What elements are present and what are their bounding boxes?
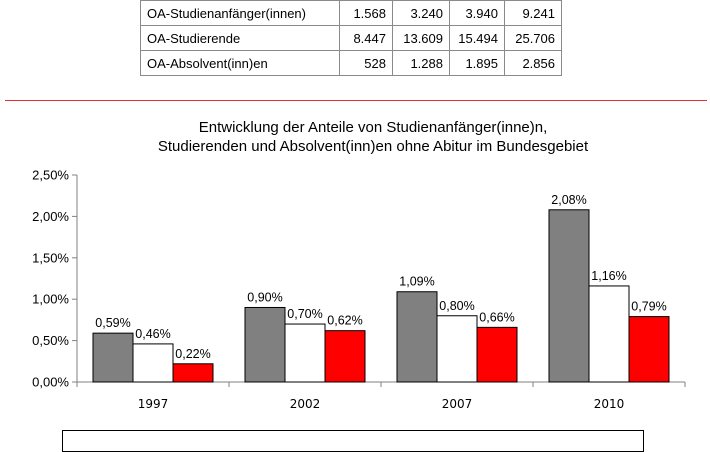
x-tick-label: 1997 (138, 397, 169, 411)
data-label: 1,16% (591, 269, 626, 283)
x-tick-label: 2007 (442, 397, 473, 411)
bar (92, 332, 134, 383)
table-cell: 528 (339, 50, 393, 76)
bar (172, 363, 214, 383)
bar (284, 323, 326, 383)
y-tick-label: 0,00% (32, 375, 69, 390)
bar (396, 291, 438, 383)
data-label: 0,66% (479, 310, 514, 324)
data-label: 0,46% (135, 327, 170, 341)
data-label: 0,59% (95, 316, 130, 330)
table-row: OA-Studierende 8.447 13.609 15.494 25.70… (140, 25, 562, 51)
bar (244, 306, 286, 383)
bar (628, 316, 670, 383)
data-label: 0,22% (175, 347, 210, 361)
table-row: OA-Absolvent(inn)en 528 1.288 1.895 2.85… (140, 50, 562, 76)
stats-table: OA-Studienanfänger(innen) 1.568 3.240 3.… (140, 0, 562, 76)
table-cell: 1.568 (339, 0, 393, 26)
bar (476, 326, 518, 383)
table-cell: 15.494 (449, 25, 505, 51)
y-tick-label: 0,50% (32, 333, 69, 348)
chart-subtitle: Studierenden und Absolvent(inn)en ohne A… (158, 138, 589, 155)
data-label: 0,79% (631, 300, 666, 314)
table-cell-label: OA-Studierende (140, 25, 340, 51)
data-label: 0,70% (287, 307, 322, 321)
bar (588, 285, 630, 383)
data-label: 0,80% (439, 299, 474, 313)
table-row: OA-Studienanfänger(innen) 1.568 3.240 3.… (140, 0, 562, 26)
table-cell: 13.609 (392, 25, 450, 51)
table-cell: 8.447 (339, 25, 393, 51)
data-label: 0,90% (247, 290, 282, 304)
bar (132, 343, 174, 383)
bar-chart: Entwicklung der Anteile von Studienanfän… (32, 119, 686, 411)
table-cell: 3.940 (449, 0, 505, 26)
chart-title: Entwicklung der Anteile von Studienanfän… (199, 119, 548, 136)
x-tick-label: 2010 (594, 397, 625, 411)
table-cell: 25.706 (504, 25, 562, 51)
data-label: 2,08% (551, 193, 586, 207)
table-cell: 9.241 (504, 0, 562, 26)
table-cell: 1.895 (449, 50, 505, 76)
x-tick-label: 2002 (290, 397, 321, 411)
y-tick-label: 1,50% (32, 250, 69, 265)
y-tick-label: 1,00% (32, 292, 69, 307)
y-tick-label: 2,50% (32, 168, 69, 183)
divider-line (5, 100, 707, 101)
bar (324, 330, 366, 383)
data-label: 0,62% (327, 314, 362, 328)
bar (548, 209, 590, 383)
bar (436, 315, 478, 383)
data-label: 1,09% (399, 275, 434, 289)
table-cell-label: OA-Studienanfänger(innen) (140, 0, 340, 26)
y-tick-label: 2,00% (32, 209, 69, 224)
table-cell: 2.856 (504, 50, 562, 76)
table-cell-label: OA-Absolvent(inn)en (140, 50, 340, 76)
bottom-text-box (62, 430, 644, 452)
